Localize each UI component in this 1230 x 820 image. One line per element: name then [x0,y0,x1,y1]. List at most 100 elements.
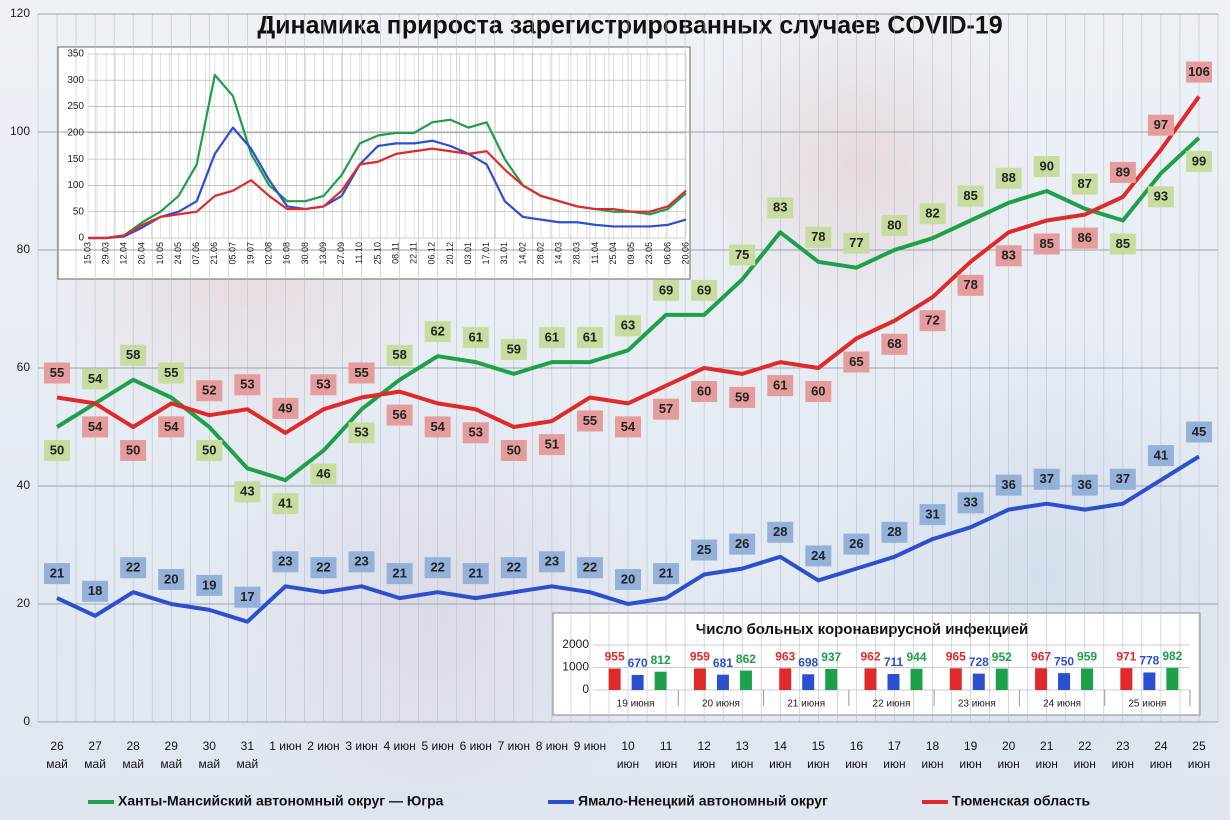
bar [631,674,644,690]
x-tick-label: 3 июн [345,739,378,753]
value-label-box [767,375,794,397]
value-label: 50 [126,442,140,457]
x-tick-label: 13.09 [318,242,328,265]
value-label-box [310,557,337,579]
value-label: 50 [202,442,216,457]
value-label-box [995,474,1022,496]
value-label-box [158,362,185,384]
value-label: 22 [507,560,521,575]
bar [825,668,838,690]
bar [864,668,877,690]
value-label-box [234,481,261,503]
value-label: 37 [1116,471,1130,486]
value-label: 85 [963,188,977,203]
value-label: 26 [735,536,749,551]
bar [1166,667,1179,690]
value-label: 83 [1001,248,1015,263]
bar [1143,672,1156,690]
value-label-box [767,521,794,543]
x-tick-label: 29 май [160,739,183,771]
value-label: 18 [88,583,102,598]
x-tick-label: 30 май [198,739,221,771]
value-label-box [1071,173,1098,195]
value-label: 952 [992,650,1012,664]
value-label-box [44,440,71,461]
y-tick-label: 300 [67,75,84,86]
value-label-box [348,422,375,444]
value-label-box [196,380,223,402]
value-label: 53 [469,425,483,440]
value-label-box [767,197,794,219]
value-label-box [805,381,832,402]
value-label: 69 [659,282,673,297]
value-label-box [1071,474,1098,496]
x-tick-label: 6 июн [459,739,492,753]
value-label: 50 [50,442,64,457]
value-label-box [919,310,946,332]
value-label-box [576,557,603,579]
x-tick-label: 23.05 [644,242,654,265]
x-tick-label: 5 июн [421,739,454,753]
value-label: 85 [1039,236,1053,251]
value-label-box [805,545,832,567]
y-tick-label: 100 [67,180,84,191]
value-label: 97 [1154,117,1168,132]
x-tick-label: 26.04 [137,242,147,265]
value-label-box [386,344,413,366]
value-label: 670 [628,656,648,670]
value-label-box [1109,468,1136,490]
value-label: 23 [354,554,368,569]
value-label-box [919,203,946,225]
value-label: 20 [164,571,178,586]
value-label: 49 [278,400,292,415]
value-label-box [843,232,870,254]
y-tick-label: 60 [17,360,31,374]
bar-frame [552,612,1201,716]
value-label: 68 [887,336,901,351]
series-line [88,126,687,240]
y-tick-label: 150 [67,154,84,165]
value-label-box [995,167,1022,189]
value-label: 36 [1078,477,1092,492]
y-tick-label: 0 [78,233,84,244]
value-label-box [1147,445,1174,467]
x-tick-label: 23 июн [1111,739,1134,771]
x-tick-label: 19 июня [617,699,655,710]
value-label-box [995,245,1022,267]
value-label-box [615,569,641,590]
value-label-box [82,368,109,390]
value-label-box [82,416,109,438]
y-tick-label: 0 [23,714,30,728]
x-tick-label: 21.06 [209,242,219,265]
value-label: 85 [1116,236,1130,251]
value-label: 17 [240,589,254,604]
value-label-box [424,416,451,438]
value-label: 22 [430,560,444,575]
value-label-box [234,374,261,396]
value-label: 28 [887,524,901,539]
value-label: 19 [202,577,216,592]
y-tick-label: 0 [582,682,589,696]
series-line [56,95,1201,435]
legend-label: Ханты-Мансийский автономный округ — Югра [118,793,444,809]
x-tick-label: 27 май [84,739,106,771]
value-label: 89 [1116,164,1130,179]
value-label-box [462,327,489,349]
value-label-box [158,569,185,590]
value-label: 31 [925,507,939,522]
value-label: 58 [126,347,140,362]
value-label-box [957,185,984,207]
value-label-box [196,574,223,596]
value-label: 54 [164,419,179,434]
value-label-box [615,416,641,438]
value-label-box [310,463,337,485]
x-tick-label: 20 июн [997,739,1020,771]
value-label-box [82,580,109,602]
value-label: 33 [963,495,977,510]
value-label: 22 [583,560,597,575]
value-label: 61 [773,378,787,393]
series-line [55,136,1201,483]
y-tick-label: 350 [67,49,84,60]
legend-label: Тюменская область [952,793,1091,809]
value-label: 944 [906,650,926,664]
